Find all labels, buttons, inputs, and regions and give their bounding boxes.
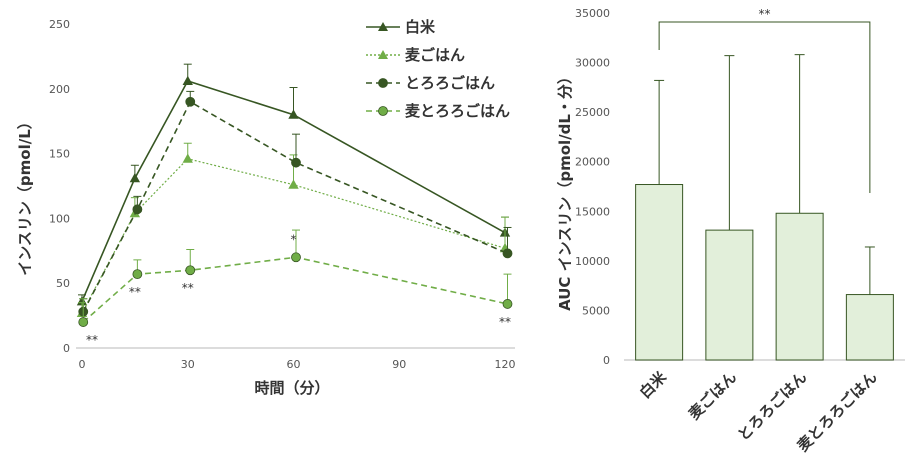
line-xtick-label: 0 xyxy=(79,358,86,371)
data-point-circle xyxy=(132,204,143,215)
line-xtick-label: 60 xyxy=(287,358,301,371)
line-xtick-label: 120 xyxy=(495,358,516,371)
bar-2 xyxy=(775,212,824,361)
legend-item-3: 麦とろろごはん xyxy=(366,102,510,120)
data-point-circle xyxy=(78,317,89,327)
legend-marker xyxy=(378,22,388,31)
line-ytick-label: 200 xyxy=(49,83,70,96)
line-chart-ylabel: インスリン（pmol/L） xyxy=(16,114,34,276)
line-ytick-label: 50 xyxy=(56,277,70,290)
line-series-2 xyxy=(78,90,513,317)
significance-label: ** xyxy=(759,7,771,21)
data-point-triangle xyxy=(182,153,193,163)
data-point-circle xyxy=(502,299,513,309)
line-chart-xlabel: 時間（分） xyxy=(254,379,329,397)
bar-chart: AUC インスリン（pmol/dL・分） 0 5000 10000 15000 2000… xyxy=(556,7,905,455)
bar-category-label: とろろごはん xyxy=(734,368,810,444)
line-ytick-label: 0 xyxy=(63,342,70,355)
line-chart: インスリン（pmol/L） 時間（分） 0 50 100 150 200 250 0 30 6… xyxy=(16,18,516,397)
bar-category-label: 白米 xyxy=(636,367,671,402)
legend-label: 麦とろろごはん xyxy=(405,102,510,120)
bar-ytick-label: 20000 xyxy=(575,156,610,169)
line-ytick-label: 100 xyxy=(49,212,70,225)
data-point-circle xyxy=(185,265,196,276)
data-point-triangle xyxy=(288,109,299,119)
data-point-circle xyxy=(291,157,301,168)
significance-label: * xyxy=(291,232,297,246)
data-point-circle xyxy=(291,252,301,263)
bar-1 xyxy=(705,229,754,361)
significance-bracket xyxy=(658,21,871,193)
legend-item-2: とろろごはん xyxy=(366,74,495,92)
bar-ytick-label: 35000 xyxy=(575,7,610,20)
series-line xyxy=(82,256,508,323)
legend-marker xyxy=(378,78,388,88)
legend-item-0: 白米 xyxy=(366,18,436,36)
data-point-triangle xyxy=(182,75,193,86)
data-point-circle xyxy=(132,269,143,280)
line-xtick-label: 90 xyxy=(392,358,406,371)
bar-ytick-label: 5000 xyxy=(582,304,610,317)
series-line xyxy=(82,100,508,313)
significance-label: ** xyxy=(499,315,511,329)
data-point-circle xyxy=(502,248,513,259)
significance-label: ** xyxy=(129,285,141,299)
data-point-triangle xyxy=(129,172,141,183)
legend-label: 白米 xyxy=(405,18,436,36)
line-series-3 xyxy=(78,229,513,327)
legend-marker xyxy=(378,106,388,116)
data-point-triangle xyxy=(288,179,299,189)
bar-3 xyxy=(845,294,894,361)
legend-label: とろろごはん xyxy=(405,74,495,92)
bar-ytick-label: 15000 xyxy=(575,205,610,218)
line-ytick-label: 150 xyxy=(49,148,70,161)
significance-label: ** xyxy=(182,281,194,295)
legend-item-1: 麦ごはん xyxy=(366,46,465,64)
bar-ytick-label: 0 xyxy=(603,354,610,367)
bar-0 xyxy=(635,184,684,361)
bar-category-label: 麦ごはん xyxy=(685,368,740,423)
significance-label: ** xyxy=(86,333,98,347)
line-ytick-label: 250 xyxy=(49,18,70,31)
legend-label: 麦ごはん xyxy=(405,46,465,64)
bar-ytick-label: 10000 xyxy=(575,255,610,268)
bar-ytick-label: 25000 xyxy=(575,106,610,119)
bar-chart-ylabel: AUC インスリン（pmol/dL・分） xyxy=(556,69,574,311)
data-point-circle xyxy=(185,96,196,107)
bar-ytick-label: 30000 xyxy=(575,57,610,70)
line-xtick-label: 30 xyxy=(181,358,195,371)
legend-marker xyxy=(378,50,388,59)
